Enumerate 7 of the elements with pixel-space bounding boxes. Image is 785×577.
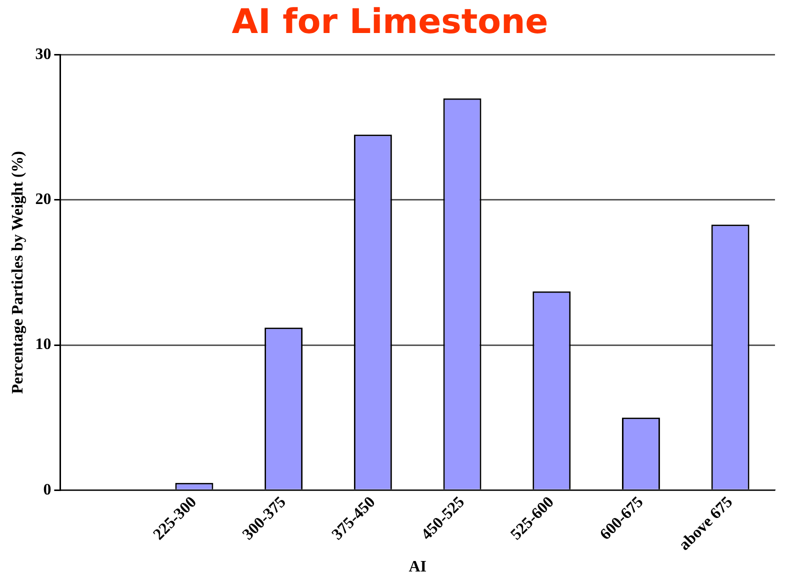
x-axis-title: AI: [408, 558, 426, 576]
y-tick-label: 0: [43, 481, 52, 498]
y-tick-label: 10: [35, 336, 52, 354]
y-tick-label: 20: [35, 191, 52, 208]
chart-title: AI for Limestone: [232, 2, 548, 42]
y-tick-label: 30: [35, 46, 52, 63]
y-axis-title: Percentage Particles by Weight (%): [10, 151, 27, 394]
